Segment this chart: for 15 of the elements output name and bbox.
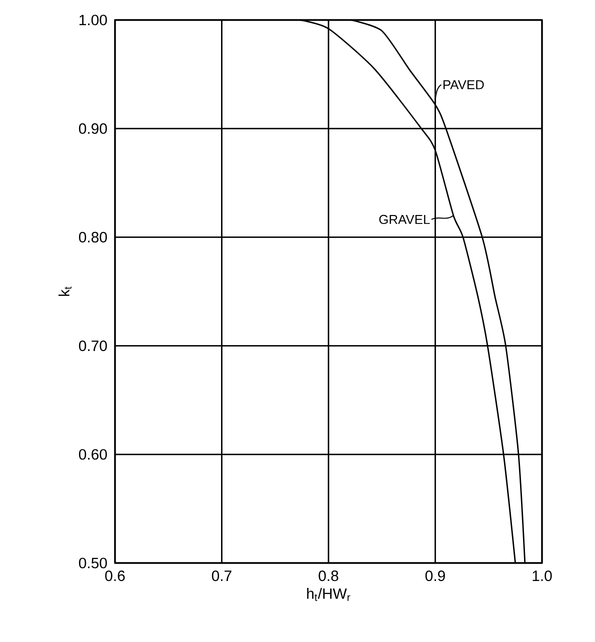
y-tick-label: 0.60 bbox=[78, 449, 107, 460]
x-tick-label: 1.0 bbox=[532, 570, 552, 582]
annotation: PAVED bbox=[444, 80, 484, 90]
y-tick-label: 0.50 bbox=[78, 558, 107, 568]
y-tick-label: 1.00 bbox=[80, 14, 107, 26]
x-tick-label: 0.8 bbox=[318, 570, 338, 582]
x-tick-label: 0.7 bbox=[212, 570, 232, 582]
y-tick-label: 0.70 bbox=[78, 340, 107, 352]
y-axis-title: k$_{t}$ bbox=[58, 286, 72, 296]
x-tick-label: 0.9 bbox=[425, 570, 445, 582]
x-axis-title: h$_{t}$/HW$_{r}$ bbox=[307, 588, 350, 601]
annotation: GRAVEL bbox=[379, 214, 430, 224]
y-tick-label: 0.90 bbox=[78, 123, 107, 134]
x-tick-label: 0.6 bbox=[105, 570, 125, 582]
y-tick-label: 0.80 bbox=[78, 232, 107, 242]
